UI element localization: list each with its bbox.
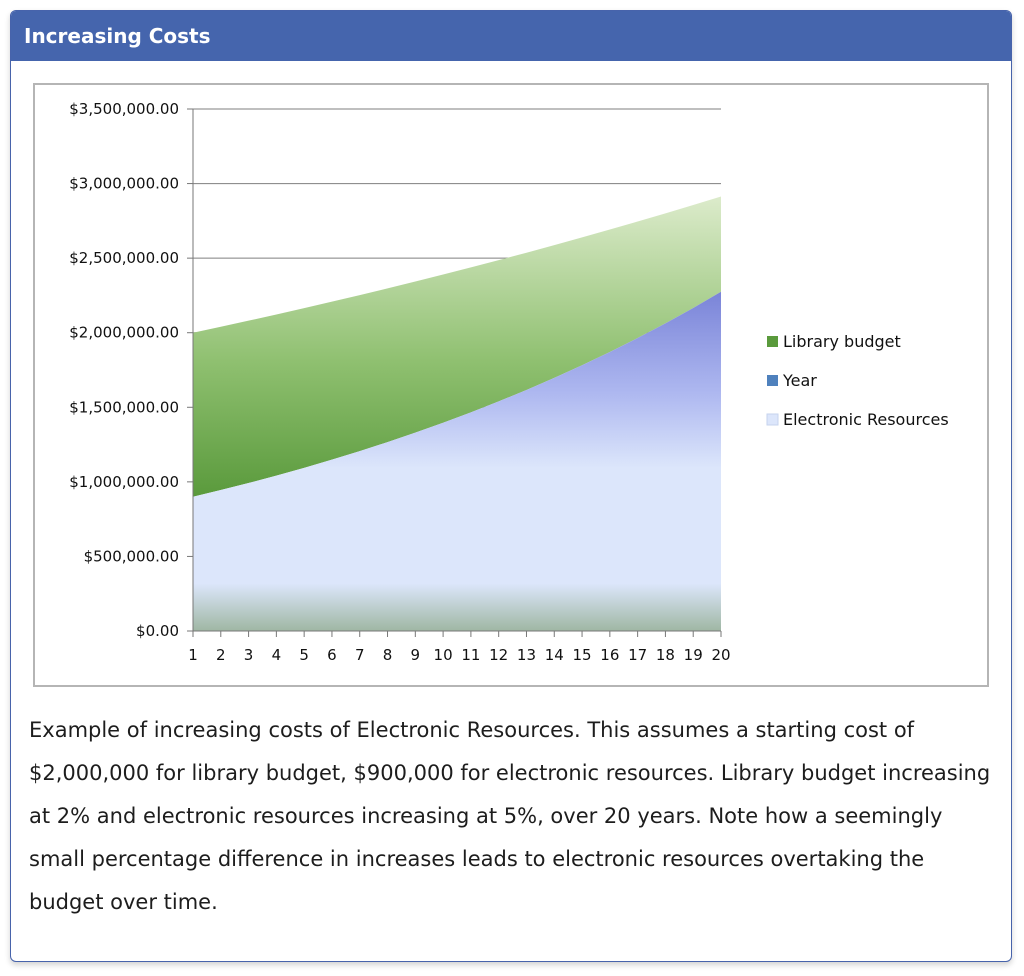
x-tick-label: 9 [411,646,421,664]
x-tick-label: 20 [711,646,730,664]
x-tick-label: 19 [684,646,703,664]
y-tick-label: $1,500,000.00 [69,398,179,416]
x-tick-label: 12 [489,646,508,664]
x-tick-label: 14 [545,646,564,664]
x-tick-label: 7 [355,646,365,664]
x-tick-label: 6 [327,646,337,664]
legend-label: Electronic Resources [783,410,949,429]
chart-frame: $0.00 $500,000.00 $1,000,000.00 $1,500,000.… [33,83,989,687]
chart-caption: Example of increasing costs of Electroni… [29,718,991,914]
x-tick-label: 1 [188,646,198,664]
y-tick-label: $3,500,000.00 [69,100,179,118]
y-tick-label: $500,000.00 [84,547,179,565]
x-tick-label: 11 [461,646,480,664]
y-tick-label: $2,500,000.00 [69,249,179,267]
chart: $0.00 $500,000.00 $1,000,000.00 $1,500,000.… [69,100,949,664]
y-tick-label: $1,000,000.00 [69,473,179,491]
legend-swatch [767,336,778,347]
chart-card: Increasing Costs $0.00 $500 [10,10,1012,962]
card-title: Increasing Costs [11,11,1011,61]
y-tick-label: $2,000,000.00 [69,324,179,342]
legend-label: Year [782,371,817,390]
legend-label: Library budget [783,332,901,351]
y-tick-label: $0.00 [136,622,179,640]
x-tick-label: 15 [573,646,592,664]
x-tick-label: 13 [517,646,536,664]
x-tick-label: 16 [600,646,619,664]
x-tick-label: 2 [216,646,226,664]
electronic-resources-area [193,291,721,631]
x-tick-label: 8 [383,646,393,664]
x-tick-label: 10 [434,646,453,664]
legend-swatch [766,413,779,426]
x-tick-label: 3 [244,646,254,664]
legend-swatch [767,375,778,386]
library-budget-area [193,196,721,497]
x-tick-label: 4 [272,646,282,664]
y-tick-label: $3,000,000.00 [69,175,179,193]
x-tick-label: 5 [299,646,309,664]
x-tick-label: 18 [656,646,675,664]
x-tick-label: 17 [628,646,647,664]
